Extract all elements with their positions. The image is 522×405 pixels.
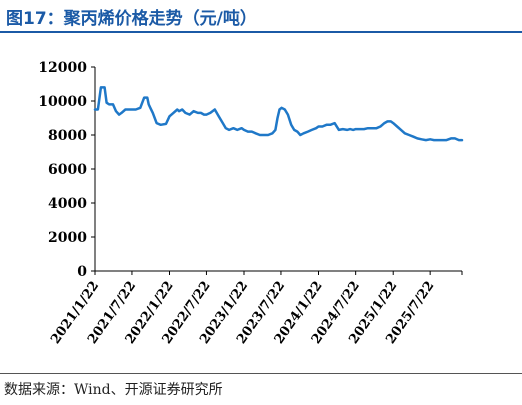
title-divider bbox=[0, 31, 522, 33]
source-divider bbox=[0, 373, 522, 374]
y-tick-label: 8000 bbox=[48, 128, 87, 144]
y-tick-label: 2000 bbox=[48, 230, 87, 246]
y-tick-label: 0 bbox=[77, 264, 87, 280]
y-tick-label: 12000 bbox=[38, 60, 87, 76]
y-tick-label: 4000 bbox=[48, 196, 87, 212]
y-tick-label: 6000 bbox=[48, 162, 87, 178]
price-series-line bbox=[93, 86, 464, 142]
y-tick-label: 10000 bbox=[38, 94, 87, 110]
figure-title: 图17：聚丙烯价格走势（元/吨） bbox=[6, 9, 257, 29]
data-source-note: 数据来源：Wind、开源证券研究所 bbox=[4, 382, 223, 398]
